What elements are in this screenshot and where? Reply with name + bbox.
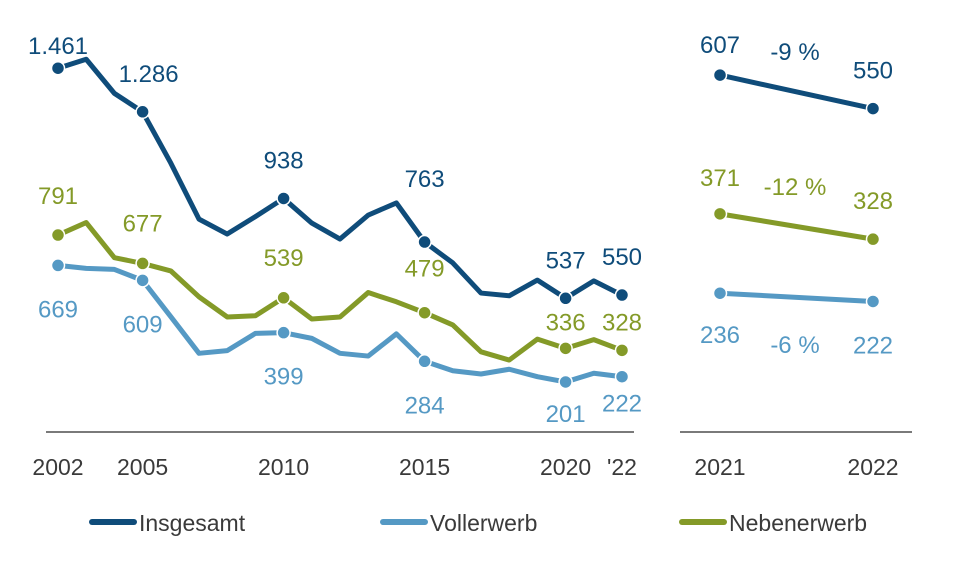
data-label-vollerwerb: 222	[602, 391, 642, 418]
x-tick-label: 2015	[399, 454, 450, 480]
legend-label-vollerwerb: Vollerwerb	[430, 510, 537, 536]
x-tick-label: 2020	[540, 454, 591, 480]
data-label-insgesamt: 607	[700, 32, 740, 59]
data-label-insgesamt: 763	[405, 166, 445, 193]
data-label-vollerwerb: 222	[853, 332, 893, 359]
data-label-nebenerwerb: 371	[700, 165, 740, 192]
legend: Insgesamt Vollerwerb Nebenerwerb	[89, 510, 867, 536]
data-point-nebenerwerb	[614, 343, 630, 358]
data-point-nebenerwerb	[865, 231, 881, 247]
data-label-nebenerwerb: 677	[123, 210, 163, 237]
x-tick-label: '22	[607, 454, 637, 480]
data-point-vollerwerb	[558, 374, 573, 390]
data-label-insgesamt: 550	[853, 58, 893, 85]
data-point-vollerwerb	[276, 325, 291, 340]
data-point-nebenerwerb	[558, 341, 573, 356]
data-label-insgesamt: 550	[602, 244, 642, 271]
data-point-nebenerwerb	[50, 227, 66, 243]
data-point-vollerwerb	[50, 258, 66, 273]
series-line-insgesamt	[57, 56, 624, 301]
data-point-insgesamt	[276, 191, 291, 206]
data-label-nebenerwerb: 336	[546, 309, 586, 336]
data-label-nebenerwerb: 539	[264, 245, 304, 272]
change-label-vollerwerb: -6 %	[770, 332, 819, 359]
x-tick-label: 2010	[258, 454, 309, 480]
series-line-nebenerwerb	[719, 211, 874, 242]
left-panel: 2002 2005 2010 2015 2020 '22 1.461 1.286 938 763 5…	[28, 33, 642, 480]
data-label-nebenerwerb: 328	[853, 188, 893, 215]
x-tick-label: 2005	[117, 454, 168, 480]
data-label-vollerwerb: 236	[700, 322, 740, 349]
data-point-insgesamt	[417, 234, 432, 250]
series-line-insgesamt	[719, 72, 874, 112]
data-point-nebenerwerb	[417, 305, 432, 320]
data-point-insgesamt	[614, 287, 630, 303]
data-label-vollerwerb: 609	[123, 311, 163, 338]
x-tick-label: 2022	[847, 454, 898, 480]
data-point-insgesamt	[558, 291, 573, 306]
data-label-vollerwerb: 669	[38, 296, 78, 323]
data-point-nebenerwerb	[276, 290, 291, 306]
data-point-insgesamt	[50, 60, 66, 76]
data-label-insgesamt: 537	[546, 247, 586, 274]
data-label-nebenerwerb: 791	[38, 183, 78, 210]
data-label-insgesamt: 1.286	[119, 61, 179, 88]
data-point-nebenerwerb	[712, 206, 728, 222]
data-point-nebenerwerb	[135, 256, 150, 271]
data-label-vollerwerb: 399	[264, 364, 304, 391]
change-label-insgesamt: -9 %	[770, 39, 819, 66]
data-label-insgesamt: 938	[264, 147, 304, 174]
data-label-insgesamt: 1.461	[28, 33, 88, 60]
change-label-nebenerwerb: -12 %	[764, 174, 827, 201]
data-label-nebenerwerb: 328	[602, 309, 642, 336]
data-point-vollerwerb	[614, 369, 630, 384]
data-label-nebenerwerb: 479	[405, 256, 445, 283]
series-line-nebenerwerb	[56, 220, 623, 363]
data-point-vollerwerb	[865, 294, 881, 309]
legend-label-nebenerwerb: Nebenerwerb	[729, 510, 867, 536]
data-point-vollerwerb	[417, 354, 432, 369]
x-tick-label: 2002	[32, 454, 83, 480]
series-line-vollerwerb	[719, 290, 874, 304]
legend-label-insgesamt: Insgesamt	[139, 510, 246, 536]
data-point-insgesamt	[712, 67, 728, 83]
right-panel: 2021 2022 607 550 -9 % 371 328 -12 % 236 222 -6 %	[680, 32, 912, 480]
data-point-vollerwerb	[135, 273, 150, 288]
x-tick-label: 2021	[694, 454, 745, 480]
data-point-insgesamt	[135, 104, 150, 120]
data-label-vollerwerb: 201	[546, 401, 586, 428]
data-point-insgesamt	[865, 101, 881, 116]
data-point-vollerwerb	[712, 285, 728, 301]
data-label-vollerwerb: 284	[405, 392, 445, 419]
series-line-vollerwerb	[57, 262, 623, 385]
